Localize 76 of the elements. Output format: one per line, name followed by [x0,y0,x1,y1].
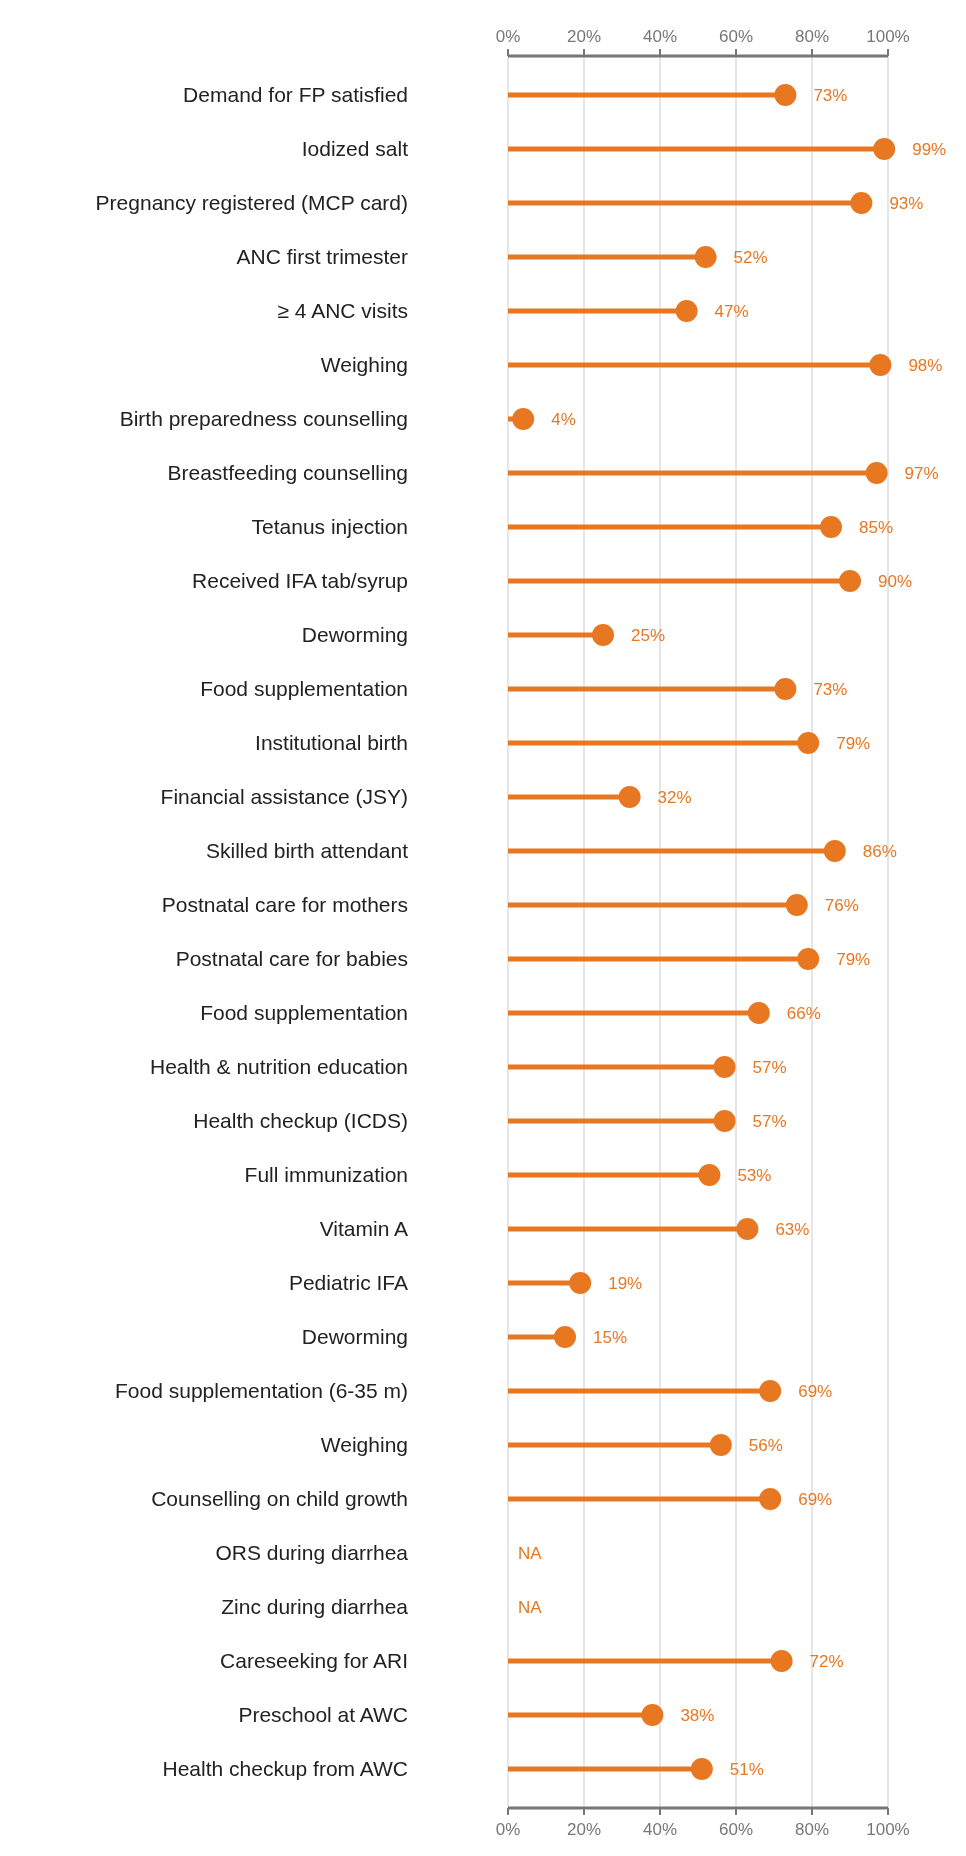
x2-tick-label: 60% [718,27,754,46]
data-label: 69% [798,1489,833,1509]
x-tick-label: 20% [566,1820,602,1839]
data-label: 73% [813,85,848,105]
data-label: 38% [680,1705,715,1725]
data-label: 47% [714,301,749,321]
data-label: 19% [608,1273,643,1293]
text: NA [518,1597,542,1617]
y-tick-label: Food supplementation [200,677,408,701]
data-label: 15% [593,1327,628,1347]
data-label: 99% [912,139,947,159]
data-label: 93% [889,193,924,213]
data-label: 52% [733,247,768,267]
data-label: 53% [737,1165,772,1185]
data-label: 90% [878,571,913,591]
data-label: 97% [904,463,939,483]
y-tick-label: Counselling on child growth [151,1487,408,1511]
data-label: 72% [809,1651,844,1671]
data-label: 57% [752,1057,787,1077]
data-label: 79% [836,949,871,969]
x2-tick-label: 20% [566,27,602,46]
y-tick-label: Deworming [301,623,408,647]
data-label: 51% [729,1759,764,1779]
data-label: 69% [798,1381,833,1401]
data-label: 25% [631,625,666,645]
data-label: 63% [775,1219,810,1239]
y-tick-label: Zinc during diarrhea [221,1595,409,1619]
y-tick-label: Tetanus injection [251,515,408,539]
y-tick-label: ≥ 4 ANC visits [277,299,408,323]
y-tick-label: Financial assistance (JSY) [160,785,408,809]
x-tick-label: 80% [794,1820,830,1839]
x2-tick-label: 100% [866,27,910,46]
y-tick-label: Weighing [320,1433,408,1457]
y-tick-label: Careseeking for ARI [220,1649,408,1673]
y-tick-label: Received IFA tab/syrup [192,569,408,593]
y-tick-label: Pregnancy registered (MCP card) [95,191,408,215]
y-tick-label: Demand for FP satisfied [183,83,408,107]
data-label: 76% [824,895,859,915]
data-label: 73% [813,679,848,699]
y-tick-label: Skilled birth attendant [206,839,409,863]
y-tick-label: Iodized salt [301,137,409,161]
y-tick-label: Pediatric IFA [288,1271,408,1295]
x-tick-label: 40% [642,1820,678,1839]
data-label: 86% [862,841,897,861]
x2-tick-label: 40% [642,27,678,46]
x2-tick-label: 80% [794,27,830,46]
x-tick-label: 100% [866,1820,910,1839]
data-label: 98% [908,355,943,375]
data-label: 66% [786,1003,821,1023]
data-label: 79% [836,733,871,753]
y-tick-label: Birth preparedness counselling [119,407,408,431]
y-tick-label: Health checkup (ICDS) [193,1109,408,1133]
data-label: 56% [748,1435,783,1455]
y-tick-label: Postnatal care for mothers [161,893,408,917]
y-tick-label: Weighing [320,353,408,377]
data-label: 32% [657,787,692,807]
x-tick-label: 0% [495,1820,521,1839]
y-tick-label: Health checkup from AWC [162,1757,408,1781]
data-label: 57% [752,1111,787,1131]
y-tick-label: Breastfeeding counselling [167,461,408,485]
y-tick-label: Food supplementation [200,1001,408,1025]
x2-tick-label: 0% [495,27,521,46]
data-label: 85% [859,517,894,537]
y-tick-label: ORS during diarrhea [215,1541,409,1565]
y-tick-label: Institutional birth [255,731,408,755]
data-label: 4% [551,409,576,429]
y-tick-label: Food supplementation (6-35 m) [115,1379,408,1403]
y-tick-label: Full immunization [244,1163,408,1187]
y-tick-label: Preschool at AWC [238,1703,408,1727]
y-tick-label: Postnatal care for babies [175,947,408,971]
x-tick-label: 60% [718,1820,754,1839]
y-tick-label: Health & nutrition education [150,1055,408,1079]
y-tick-label: Vitamin A [319,1217,408,1241]
y-tick-label: ANC first trimester [236,245,408,269]
text: NA [518,1543,542,1563]
y-tick-label: Deworming [301,1325,408,1349]
